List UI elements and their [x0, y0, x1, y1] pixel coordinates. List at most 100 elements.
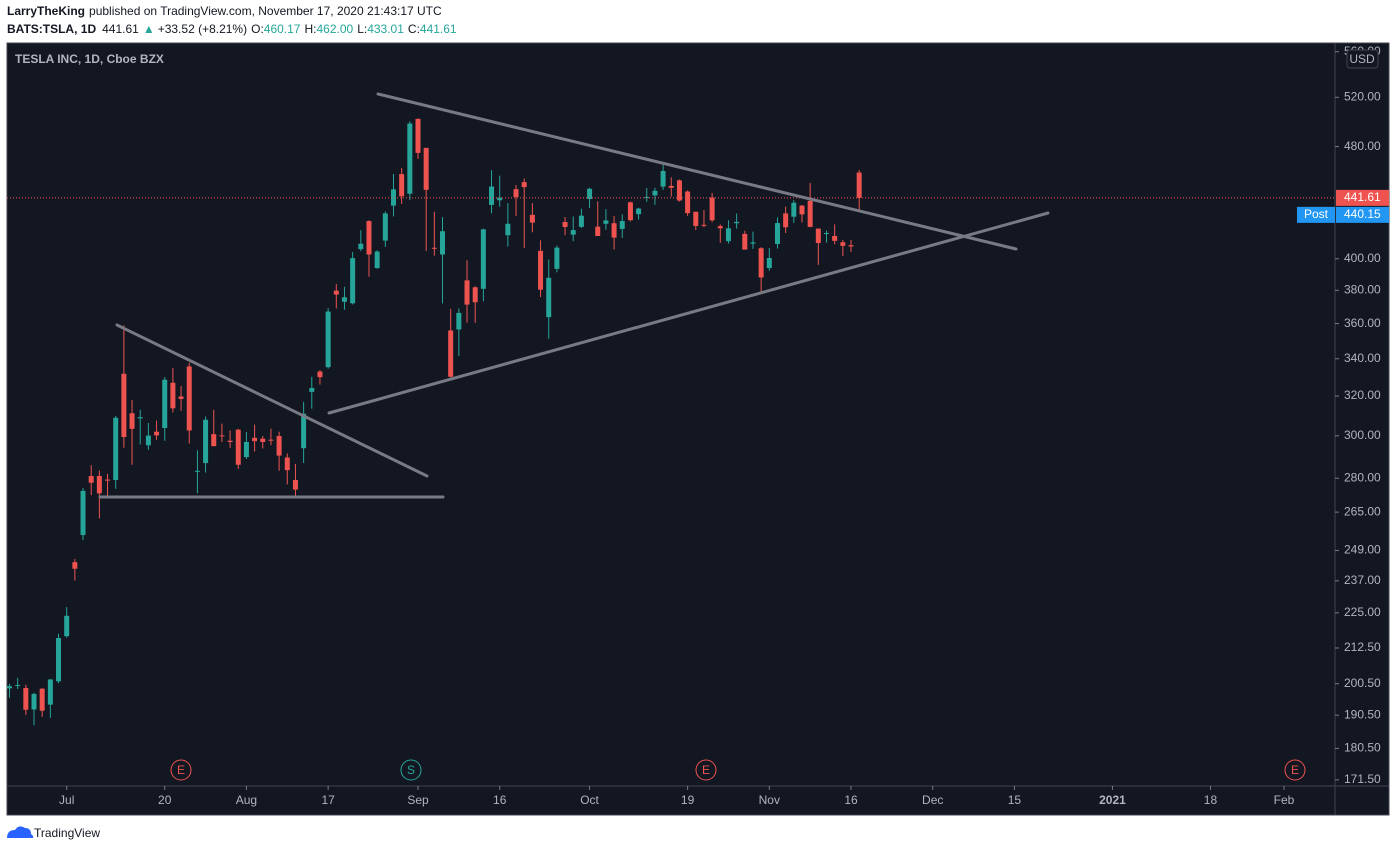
- candle-body: [554, 247, 560, 269]
- candle-body: [341, 297, 347, 302]
- candle-body: [178, 396, 184, 399]
- author-name: LarryTheKing: [7, 4, 85, 18]
- candle-body: [448, 330, 454, 377]
- x-tick-label: Sep: [407, 793, 429, 807]
- event-label: S: [407, 763, 415, 777]
- candle-body: [685, 191, 691, 214]
- candle-body: [734, 221, 740, 224]
- currency-box[interactable]: [1346, 49, 1379, 69]
- candle-body: [840, 242, 846, 246]
- candle-body: [587, 188, 593, 200]
- candle-body: [480, 229, 486, 289]
- candle-body: [546, 277, 552, 318]
- candle-body: [693, 211, 699, 226]
- y-tick-label: 190.50: [1344, 707, 1381, 721]
- event-marker[interactable]: [400, 759, 422, 781]
- candle-body: [766, 257, 772, 269]
- candle-body: [243, 441, 249, 458]
- candle-body: [121, 373, 127, 438]
- event-marker[interactable]: [170, 759, 192, 781]
- y-tick-label: 212.50: [1344, 640, 1381, 654]
- event-label: E: [177, 763, 185, 777]
- x-tick-label: 16: [493, 793, 507, 807]
- event-marker[interactable]: [1284, 759, 1306, 781]
- event-marker[interactable]: [695, 759, 717, 781]
- post-price-box: [1336, 206, 1389, 223]
- candle-body: [15, 684, 21, 686]
- ohlc-value: 460.17: [264, 22, 301, 36]
- y-tick-label: 237.00: [1344, 573, 1381, 587]
- candle-body: [31, 693, 37, 710]
- candle-body: [701, 224, 707, 226]
- candle-body: [203, 419, 209, 464]
- candle-body: [301, 413, 307, 449]
- candle-body: [832, 236, 838, 241]
- currency: USD: [1349, 52, 1375, 66]
- candle-body: [358, 243, 364, 250]
- x-tick-label: 20: [158, 793, 172, 807]
- y-tick-label: 340.00: [1344, 351, 1381, 365]
- candle-body: [96, 476, 102, 494]
- x-tick-label: 15: [1008, 793, 1022, 807]
- candle-body: [529, 214, 535, 223]
- candle-body: [284, 457, 290, 471]
- x-tick-label: Nov: [759, 793, 780, 807]
- post-tag-box: [1297, 206, 1335, 223]
- candle-body: [415, 118, 421, 153]
- candle-body: [505, 223, 511, 236]
- brand: TradingView: [34, 826, 100, 840]
- y-tick-label: 249.00: [1344, 543, 1381, 557]
- candle-body: [717, 226, 723, 229]
- candle-body: [219, 435, 225, 437]
- candle-body: [538, 250, 544, 290]
- candle-body: [676, 180, 682, 201]
- candle-body: [440, 231, 446, 255]
- candle-body: [390, 189, 396, 206]
- candle-body: [668, 185, 674, 188]
- y-tick-label: 360.00: [1344, 316, 1381, 330]
- candle-body: [170, 382, 176, 409]
- symbol: BATS:TSLA, 1D: [7, 22, 96, 36]
- x-tick-label: Jul: [59, 793, 74, 807]
- x-tick-label: Dec: [922, 793, 943, 807]
- ohlc-label: H:: [304, 22, 316, 36]
- candle-body: [186, 366, 192, 431]
- candle-body: [742, 233, 748, 250]
- last-price-label: 441.61: [1344, 190, 1381, 204]
- trendline: [376, 92, 1018, 251]
- candle-body: [235, 429, 241, 465]
- post-tag: Post: [1304, 207, 1329, 221]
- candle-body: [783, 213, 789, 228]
- candle-body: [88, 476, 94, 483]
- last-price-box: [1336, 189, 1389, 206]
- y-tick-label: 300.00: [1344, 428, 1381, 442]
- candle-body: [791, 202, 797, 217]
- candle-body: [489, 186, 495, 205]
- candle-body: [815, 228, 821, 243]
- candle-body: [317, 371, 323, 378]
- x-tick-label: Oct: [580, 793, 599, 807]
- y-tick-label: 400.00: [1344, 251, 1381, 265]
- candle-body: [145, 435, 151, 446]
- y-tick-label: 520.00: [1344, 90, 1381, 104]
- event-label: E: [702, 763, 710, 777]
- candle-body: [80, 490, 86, 536]
- candle-body: [7, 686, 12, 689]
- candle-body: [513, 189, 519, 198]
- y-tick-label: 380.00: [1344, 283, 1381, 297]
- ohlc-label: L:: [357, 22, 367, 36]
- candle-body: [333, 290, 339, 295]
- x-tick-label: 18: [1204, 793, 1218, 807]
- candle-body: [595, 226, 601, 236]
- change: +33.52 (+8.21%): [158, 22, 247, 36]
- candle-body: [636, 208, 642, 215]
- candle-body: [292, 479, 298, 490]
- events: E S E E: [170, 759, 1306, 781]
- candle-body: [47, 679, 53, 705]
- post-price-label: 440.15: [1344, 207, 1381, 221]
- candle-body: [521, 182, 527, 188]
- candle-body: [399, 174, 405, 197]
- candle-body: [309, 388, 315, 392]
